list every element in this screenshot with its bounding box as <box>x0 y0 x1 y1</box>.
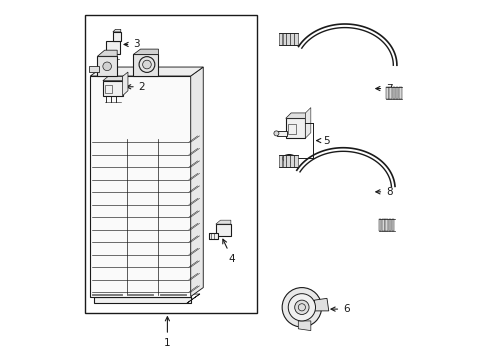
Text: 6: 6 <box>330 304 349 314</box>
Bar <box>104 85 112 93</box>
Circle shape <box>273 131 278 136</box>
Bar <box>160 294 185 295</box>
Circle shape <box>294 300 308 315</box>
Bar <box>128 294 153 295</box>
Text: 7: 7 <box>375 84 392 94</box>
Bar <box>106 41 120 54</box>
Text: 8: 8 <box>375 187 392 197</box>
Polygon shape <box>215 220 230 224</box>
Bar <box>97 56 117 76</box>
Polygon shape <box>298 321 310 330</box>
Bar <box>94 297 190 303</box>
Polygon shape <box>122 72 128 96</box>
Bar <box>282 155 285 167</box>
Circle shape <box>142 60 151 69</box>
Polygon shape <box>97 50 117 56</box>
Bar <box>388 220 390 231</box>
Text: 5: 5 <box>316 136 329 145</box>
Text: 4: 4 <box>223 239 235 264</box>
Bar <box>278 33 281 45</box>
Bar <box>388 87 391 99</box>
Polygon shape <box>133 49 158 54</box>
Bar <box>92 294 122 295</box>
Bar <box>378 220 381 231</box>
Bar <box>102 81 122 96</box>
Bar <box>286 33 289 45</box>
Text: 1: 1 <box>164 317 170 348</box>
Bar <box>285 118 305 138</box>
Bar <box>286 155 289 167</box>
Polygon shape <box>190 67 203 297</box>
Bar <box>398 87 401 99</box>
Bar <box>294 155 297 167</box>
Circle shape <box>282 288 321 327</box>
Polygon shape <box>90 67 203 76</box>
Bar <box>278 155 281 167</box>
Bar <box>113 32 121 41</box>
Bar <box>294 33 297 45</box>
Text: 3: 3 <box>124 40 140 49</box>
Bar <box>395 87 398 99</box>
Bar <box>133 54 158 76</box>
Bar <box>287 125 296 134</box>
Bar <box>90 76 190 297</box>
Circle shape <box>102 62 111 71</box>
Bar <box>290 33 293 45</box>
Bar <box>386 87 388 99</box>
Bar <box>276 131 286 136</box>
Bar <box>208 233 217 239</box>
Bar <box>385 220 387 231</box>
Bar <box>215 224 230 235</box>
Bar <box>392 87 394 99</box>
Polygon shape <box>113 30 121 32</box>
Text: 2: 2 <box>126 82 145 92</box>
Bar <box>88 66 99 72</box>
Bar <box>382 220 384 231</box>
Circle shape <box>287 294 315 321</box>
Polygon shape <box>102 76 122 81</box>
Bar <box>282 33 285 45</box>
Polygon shape <box>314 298 328 311</box>
Bar <box>85 15 257 313</box>
Polygon shape <box>285 113 305 118</box>
Polygon shape <box>305 108 310 138</box>
Bar <box>290 155 293 167</box>
Bar <box>391 220 394 231</box>
